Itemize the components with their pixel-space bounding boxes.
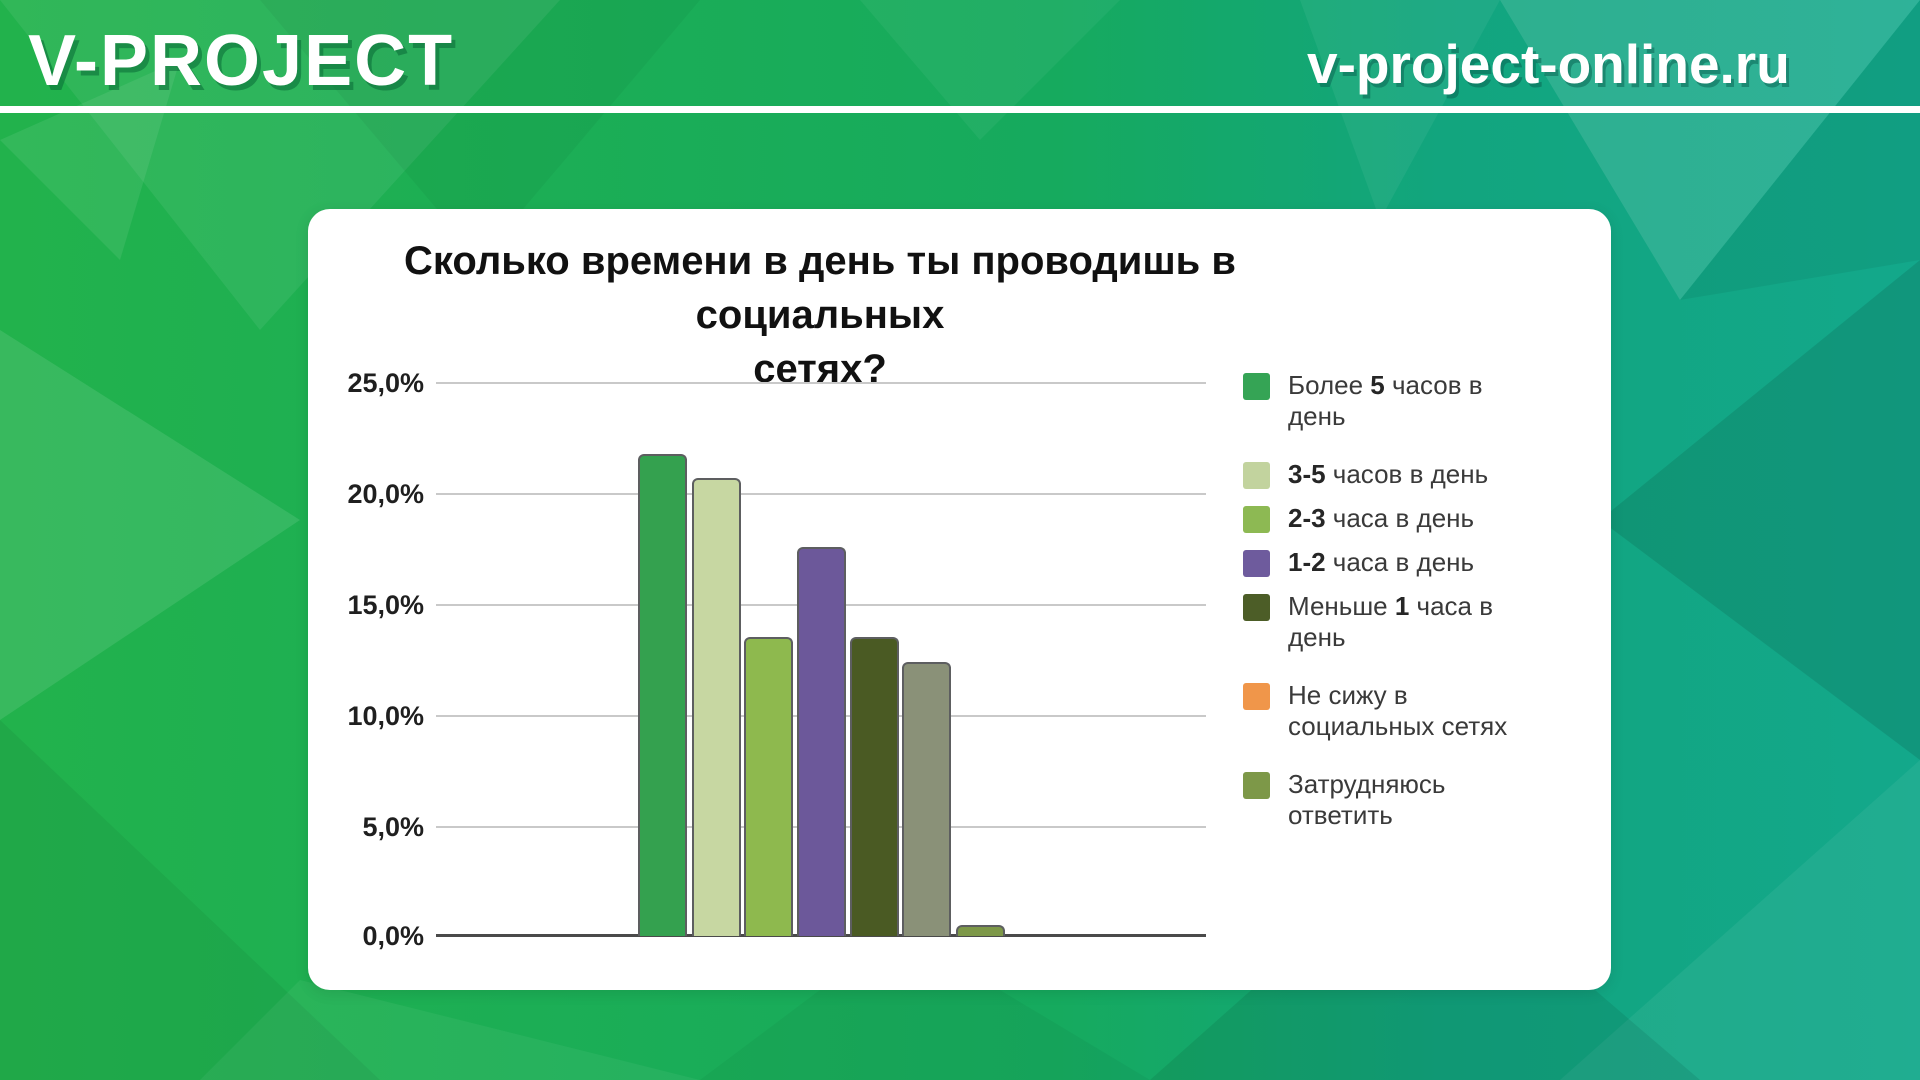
legend-label: 3-5 часов в день — [1288, 459, 1489, 489]
legend-label: 1-2 часа в день — [1288, 547, 1475, 577]
bar-1-2-hours — [797, 547, 846, 936]
legend-swatch-icon — [1243, 683, 1270, 710]
y-axis-tick-25: 25,0% — [347, 368, 424, 398]
gridline-20 — [436, 493, 1206, 495]
legend-item-3-5-hours: 3-5 часов в день — [1243, 459, 1603, 490]
legend-swatch-icon — [1243, 772, 1270, 799]
legend-item-less-than-1-hour: Меньше 1 часа в день — [1243, 591, 1603, 653]
bar-more-than-5-hours — [638, 454, 687, 936]
legend-swatch-icon — [1243, 550, 1270, 577]
bar-hard-to-answer — [956, 925, 1005, 936]
chart-title-line1: Сколько времени в день ты проводишь в со… — [404, 239, 1236, 337]
y-axis-tick-20: 20,0% — [347, 479, 424, 509]
chart-title: Сколько времени в день ты проводишь в со… — [320, 234, 1320, 396]
legend-swatch-icon — [1243, 506, 1270, 533]
y-axis-tick-10: 10,0% — [347, 701, 424, 731]
bar-3-5-hours — [692, 478, 741, 936]
legend-label: Более 5 часов в день — [1288, 370, 1483, 431]
legend-label: Затрудняюсь ответить — [1288, 769, 1446, 830]
chart-card — [308, 209, 1611, 990]
legend-swatch-icon — [1243, 462, 1270, 489]
legend-swatch-icon — [1243, 373, 1270, 400]
y-axis-tick-0: 0,0% — [362, 921, 424, 951]
legend-item-hard-to-answer: Затрудняюсь ответить — [1243, 769, 1603, 831]
chart-legend: Более 5 часов в день 3-5 часов в день 2-… — [1243, 370, 1603, 844]
y-axis-tick-5: 5,0% — [362, 812, 424, 842]
legend-label: Не сижу в социальных сетях — [1288, 680, 1508, 741]
bar-2-3-hours — [744, 637, 793, 936]
gridline-25 — [436, 382, 1206, 384]
legend-label: 2-3 часа в день — [1288, 503, 1475, 533]
legend-item-more-than-5-hours: Более 5 часов в день — [1243, 370, 1603, 432]
legend-item-no-social-media: Не сижу в социальных сетях — [1243, 680, 1603, 742]
site-url: v-project-online.ru — [1307, 33, 1790, 95]
brand-logo: V-PROJECT — [28, 21, 455, 101]
plot-area — [436, 383, 1206, 936]
y-axis-tick-15: 15,0% — [347, 590, 424, 620]
header-divider — [0, 106, 1920, 113]
legend-label: Меньше 1 часа в день — [1288, 591, 1494, 652]
bar-less-than-1-hour — [850, 637, 899, 936]
legend-item-1-2-hours: 1-2 часа в день — [1243, 547, 1603, 578]
legend-swatch-icon — [1243, 594, 1270, 621]
bar-no-social-media — [902, 662, 951, 936]
legend-item-2-3-hours: 2-3 часа в день — [1243, 503, 1603, 534]
